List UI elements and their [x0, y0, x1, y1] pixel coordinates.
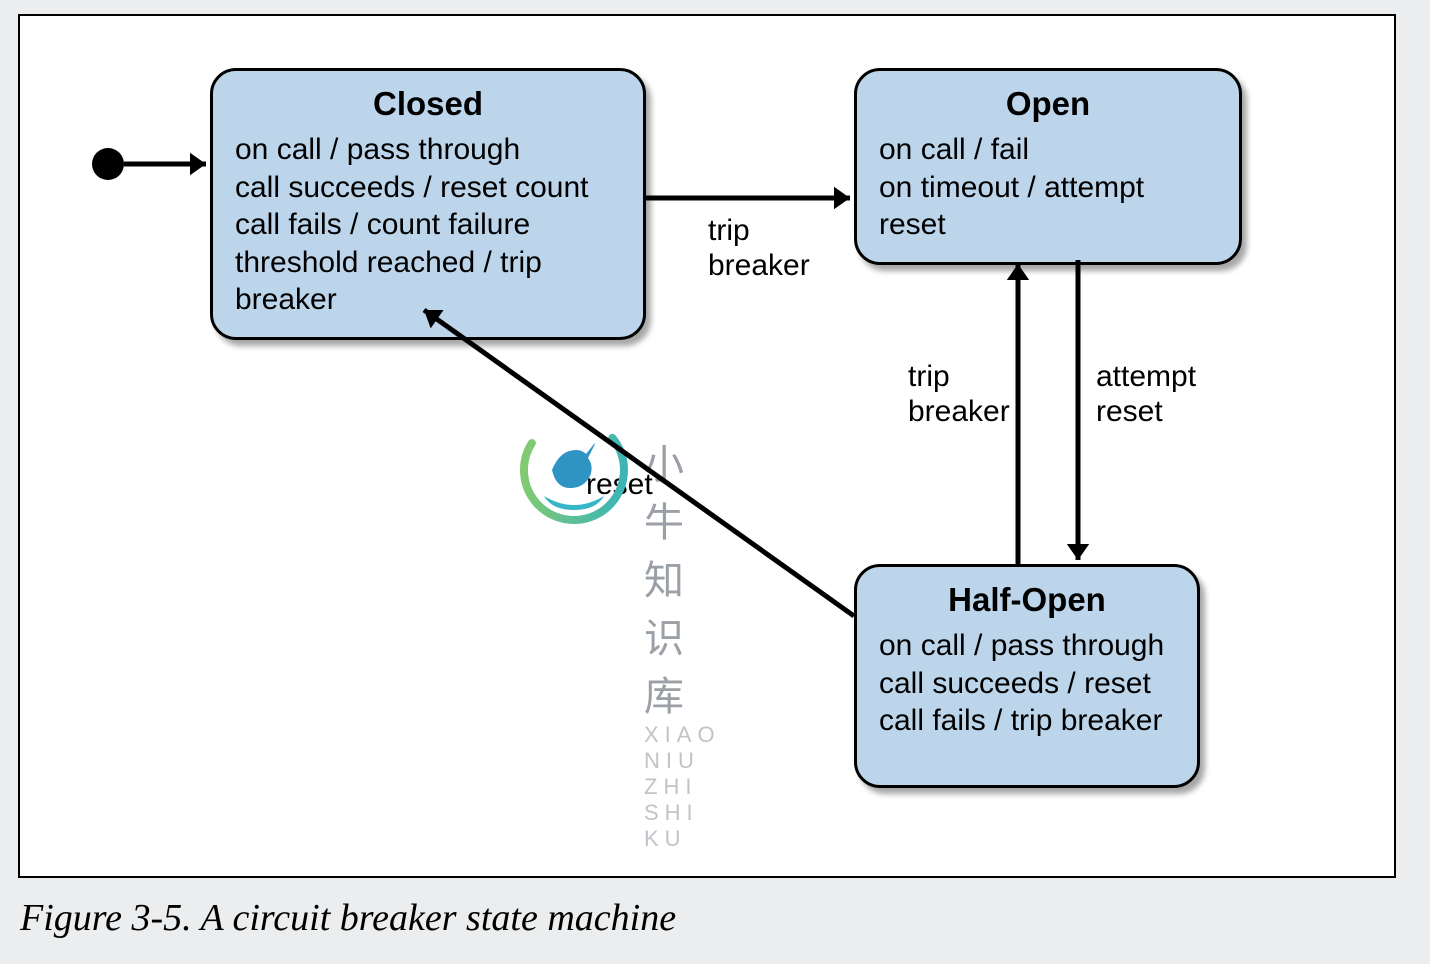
state-node-open: Open on call / fail on timeout / attempt…: [854, 68, 1242, 265]
edge-label-attempt-reset: attempt reset: [1096, 360, 1196, 429]
state-body: on call / fail on timeout / attempt rese…: [879, 131, 1217, 244]
state-body: on call / pass through call succeeds / r…: [879, 627, 1175, 740]
state-title: Closed: [235, 85, 621, 123]
edge-label-trip-breaker-2: trip breaker: [908, 360, 1010, 429]
edge-label-trip-breaker: trip breaker: [708, 214, 810, 283]
page: Closed on call / pass through call succe…: [0, 0, 1430, 964]
state-node-halfopen: Half-Open on call / pass through call su…: [854, 564, 1200, 788]
arrowhead-icon: [834, 187, 850, 209]
edge-halfopen-closed: [424, 310, 854, 616]
initial-state-icon: [92, 148, 124, 180]
state-node-closed: Closed on call / pass through call succe…: [210, 68, 646, 340]
diagram-frame: Closed on call / pass through call succe…: [18, 14, 1396, 878]
arrowhead-icon: [190, 153, 206, 175]
figure-caption: Figure 3-5. A circuit breaker state mach…: [20, 896, 676, 940]
state-title: Half-Open: [879, 581, 1175, 619]
edge-label-reset: reset: [586, 468, 653, 503]
watermark-text-pinyin: XIAO NIU ZHI SHI KU: [644, 722, 721, 852]
arrowhead-icon: [1007, 264, 1029, 280]
state-body: on call / pass through call succeeds / r…: [235, 131, 621, 319]
watermark-text-cn: 小牛知识库: [644, 432, 721, 722]
state-title: Open: [879, 85, 1217, 123]
arrowhead-icon: [1067, 544, 1089, 560]
